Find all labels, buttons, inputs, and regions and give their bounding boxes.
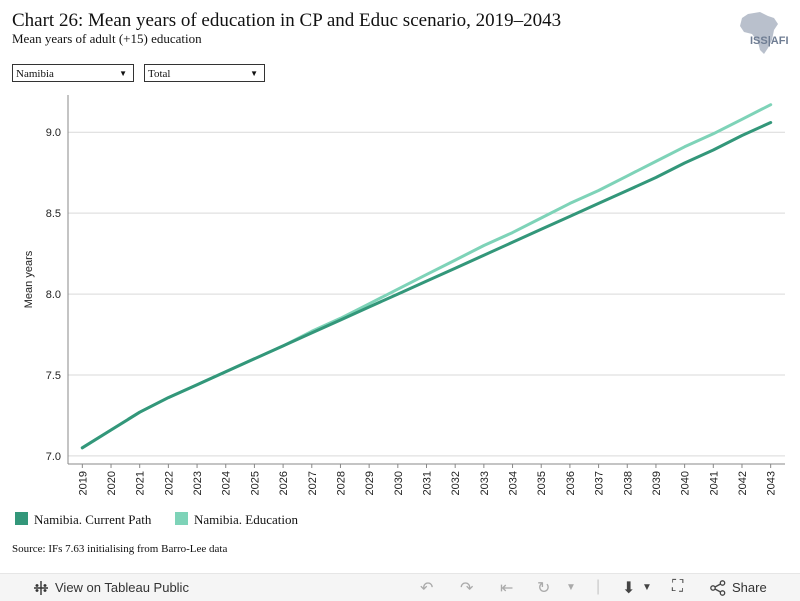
iss-africa-logo: ISS|AFI — [740, 12, 789, 54]
chart-title: Chart 26: Mean years of education in CP … — [12, 10, 562, 31]
x-tick-label: 2030 — [393, 471, 405, 495]
x-tick-label: 2041 — [708, 471, 720, 495]
tableau-toolbar: View on Tableau Public ↶ ↷ ⇤ ↻ ▼ | ⬇ ▼ ⛶… — [0, 573, 800, 601]
x-tick-label: 2028 — [335, 471, 347, 495]
y-tick-label: 7.0 — [46, 451, 61, 463]
x-tick-label: 2040 — [680, 471, 692, 495]
y-tick-label: 8.5 — [46, 208, 61, 220]
series-line-current-path — [80, 121, 773, 450]
x-tick-label: 2039 — [651, 471, 663, 495]
share-label: Share — [732, 580, 767, 596]
x-tick-label: 2020 — [106, 471, 118, 495]
dropdown-caret-icon: ▼ — [119, 69, 127, 78]
x-tick-label: 2026 — [278, 471, 290, 495]
x-tick-label: 2022 — [163, 471, 175, 495]
toolbar-divider: | — [596, 578, 601, 595]
series-line-education — [80, 103, 773, 450]
x-tick-label: 2032 — [450, 471, 462, 495]
x-tick-label: 2043 — [766, 471, 778, 495]
legend-item-education[interactable]: Namibia. Education — [175, 512, 298, 528]
x-tick-label: 2019 — [77, 471, 89, 495]
y-tick-label: 8.0 — [46, 289, 61, 301]
category-select-value: Total — [148, 68, 171, 80]
x-tick-label: 2035 — [536, 471, 548, 495]
x-tick-label: 2036 — [565, 471, 577, 495]
x-tick-label: 2034 — [508, 471, 520, 495]
source-note: Source: IFs 7.63 initialising from Barro… — [12, 543, 228, 555]
undo-icon[interactable]: ↶ — [420, 580, 434, 597]
x-tick-label: 2038 — [622, 471, 634, 495]
africa-map-icon — [740, 12, 778, 54]
country-select-value: Namibia — [16, 68, 54, 80]
y-tick-label: 7.5 — [46, 370, 61, 382]
x-tick-label: 2037 — [594, 471, 606, 495]
x-tick-label: 2031 — [422, 471, 434, 495]
legend-item-current-path[interactable]: Namibia. Current Path — [15, 512, 151, 528]
legend-swatch-education — [175, 512, 188, 525]
chart-subtitle: Mean years of adult (+15) education — [12, 31, 202, 46]
logo-text: ISS|AFI — [750, 35, 789, 47]
x-tick-label: 2021 — [135, 471, 147, 495]
x-tick-label: 2027 — [307, 471, 319, 495]
revert-icon[interactable]: ⇤ — [500, 580, 514, 597]
x-tick-label: 2023 — [192, 471, 204, 495]
x-tick-label: 2025 — [249, 471, 261, 495]
refresh-icon[interactable]: ↻ — [537, 580, 551, 597]
download-icon[interactable]: ⬇ — [622, 580, 636, 597]
legend-label-education: Namibia. Education — [194, 512, 298, 527]
dropdown-caret-icon: ▼ — [250, 69, 258, 78]
x-tick-label: 2024 — [221, 471, 233, 495]
x-tick-label: 2029 — [364, 471, 376, 495]
category-select[interactable]: Total ▼ — [144, 64, 265, 82]
fullscreen-icon[interactable]: ⛶ — [672, 578, 684, 595]
y-axis-title: Mean years — [23, 250, 35, 308]
download-menu-caret-icon[interactable]: ▼ — [642, 582, 652, 593]
line-chart: 7.0 7.5 8.0 8.5 9.0 2019 2020 2021 2022 2023 2024 2… — [23, 95, 785, 495]
legend-label-current-path: Namibia. Current Path — [34, 512, 152, 527]
refresh-menu-caret-icon[interactable]: ▼ — [566, 582, 576, 593]
share-icon — [710, 579, 726, 596]
share-button[interactable]: Share — [710, 579, 767, 596]
view-on-tableau-label: View on Tableau Public — [55, 580, 189, 596]
tableau-logo-icon — [34, 580, 48, 595]
legend-swatch-current-path — [15, 512, 28, 525]
x-tick-label: 2042 — [737, 471, 749, 495]
redo-icon[interactable]: ↷ — [460, 580, 474, 597]
view-on-tableau-button[interactable]: View on Tableau Public — [33, 579, 189, 596]
y-tick-label: 9.0 — [46, 127, 61, 139]
country-select[interactable]: Namibia ▼ — [12, 64, 134, 82]
x-tick-label: 2033 — [479, 471, 491, 495]
